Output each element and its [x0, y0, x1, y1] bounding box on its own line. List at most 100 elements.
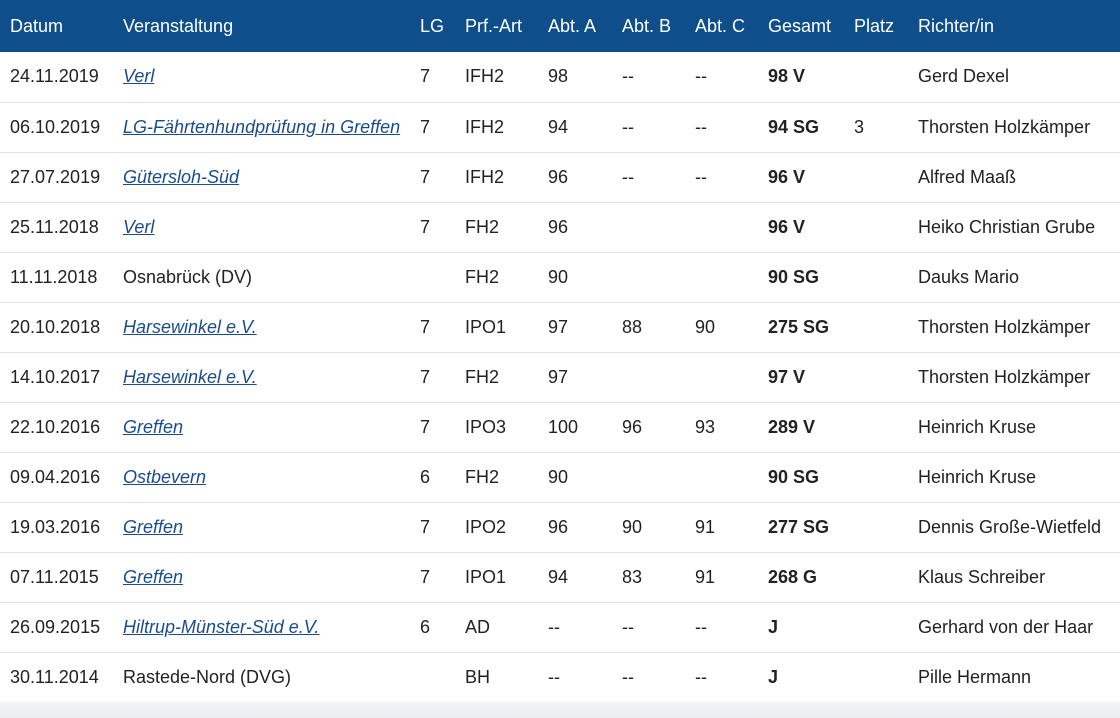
cell-richter: Dauks Mario [918, 252, 1120, 303]
cell-prf-art: IFH2 [465, 102, 548, 153]
cell-prf-art: FH2 [465, 352, 548, 403]
cell-platz: 3 [854, 102, 918, 153]
cell-datum: 26.09.2015 [0, 602, 123, 653]
cell-gesamt: 98 V [768, 52, 854, 103]
event-link[interactable]: Verl [123, 66, 155, 87]
header-gesamt[interactable]: Gesamt [768, 15, 832, 36]
cell-abt-c [695, 452, 768, 503]
cell-platz [854, 402, 918, 453]
cell-gesamt: 97 V [768, 352, 854, 403]
cell-abt-a: 96 [548, 502, 622, 553]
cell-abt-a: 96 [548, 152, 622, 203]
table-row: 25.11.2018 Verl 7 FH2 96 96 V Heiko Christian … [0, 202, 1120, 253]
cell-lg: 7 [420, 352, 465, 403]
cell-veranstaltung: Osnabrück (DV) [123, 252, 420, 303]
table-row: 07.11.2015 Greffen 7 IPO1 94 83 91 268 G Klaus S… [0, 552, 1120, 603]
cell-prf-art: IPO1 [465, 552, 548, 603]
event-link[interactable]: LG-Fährtenhundprüfung in Greffen [123, 116, 401, 137]
event-link[interactable]: Gütersloh-Süd [123, 166, 240, 187]
cell-platz [854, 502, 918, 553]
cell-richter: Alfred Maaß [918, 152, 1120, 203]
cell-veranstaltung: Harsewinkel e.V. [123, 352, 420, 403]
table-row: 27.07.2019 Gütersloh-Süd 7 IFH2 96 -- -- 96 V Al… [0, 152, 1120, 203]
cell-gesamt: 277 SG [768, 502, 854, 553]
event-link[interactable]: Harsewinkel e.V. [123, 366, 257, 387]
event-link[interactable]: Hiltrup-Münster-Süd e.V. [123, 616, 320, 637]
cell-lg: 7 [420, 302, 465, 353]
cell-abt-a: -- [548, 602, 622, 653]
cell-gesamt: 96 V [768, 152, 854, 203]
cell-lg: 7 [420, 52, 465, 103]
cell-abt-b: 96 [622, 402, 695, 453]
header-abt-b[interactable]: Abt. B [622, 15, 672, 36]
table-row: 24.11.2019 Verl 7 IFH2 98 -- -- 98 V Gerd Dexel [0, 52, 1120, 103]
cell-abt-b: 90 [622, 502, 695, 553]
header-abt-a[interactable]: Abt. A [548, 15, 597, 36]
cell-gesamt: J [768, 602, 854, 653]
cell-abt-c: -- [695, 52, 768, 103]
cell-abt-a: 97 [548, 352, 622, 403]
event-link[interactable]: Ostbevern [123, 466, 207, 487]
cell-veranstaltung: Verl [123, 52, 420, 103]
header-prf-art[interactable]: Prf.-Art [465, 15, 522, 36]
table-row: 30.11.2014 Rastede-Nord (DVG) BH -- -- -- J Pil… [0, 652, 1120, 703]
header-platz[interactable]: Platz [854, 15, 895, 36]
cell-lg: 7 [420, 402, 465, 453]
cell-datum: 14.10.2017 [0, 352, 123, 403]
cell-prf-art: FH2 [465, 202, 548, 253]
cell-abt-c: 93 [695, 402, 768, 453]
cell-abt-b: -- [622, 652, 695, 703]
header-richter[interactable]: Richter/in [918, 15, 995, 36]
cell-richter: Gerhard von der Haar [918, 602, 1120, 653]
event-link[interactable]: Greffen [123, 416, 184, 437]
cell-richter: Heiko Christian Grube [918, 202, 1120, 253]
cell-abt-c: 90 [695, 302, 768, 353]
cell-datum: 11.11.2018 [0, 252, 123, 303]
cell-abt-a: 94 [548, 552, 622, 603]
cell-platz [854, 452, 918, 503]
cell-datum: 19.03.2016 [0, 502, 123, 553]
cell-datum: 09.04.2016 [0, 452, 123, 503]
page-bottom-edge [0, 702, 1120, 718]
table-body: 24.11.2019 Verl 7 IFH2 98 -- -- 98 V Gerd Dexel 0… [0, 52, 1120, 703]
table-row: 09.04.2016 Ostbevern 6 FH2 90 90 SG Heinrich K… [0, 452, 1120, 503]
cell-richter: Gerd Dexel [918, 52, 1120, 103]
cell-abt-a: 97 [548, 302, 622, 353]
cell-richter: Thorsten Holzkämper [918, 302, 1120, 353]
header-datum[interactable]: Datum [10, 15, 64, 36]
table-row: 22.10.2016 Greffen 7 IPO3 100 96 93 289 V Heinri… [0, 402, 1120, 453]
cell-prf-art: BH [465, 652, 548, 703]
event-link[interactable]: Harsewinkel e.V. [123, 316, 257, 337]
cell-abt-b [622, 202, 695, 253]
cell-lg: 7 [420, 152, 465, 203]
cell-platz [854, 652, 918, 703]
cell-platz [854, 52, 918, 103]
header-abt-c[interactable]: Abt. C [695, 15, 746, 36]
cell-abt-b: 83 [622, 552, 695, 603]
event-link[interactable]: Greffen [123, 566, 184, 587]
cell-abt-a: 96 [548, 202, 622, 253]
cell-lg: 7 [420, 552, 465, 603]
cell-abt-c [695, 252, 768, 303]
cell-veranstaltung: Greffen [123, 502, 420, 553]
cell-lg: 7 [420, 502, 465, 553]
table-row: 20.10.2018 Harsewinkel e.V. 7 IPO1 97 88 90 275… [0, 302, 1120, 353]
cell-abt-b: -- [622, 102, 695, 153]
cell-abt-a: 94 [548, 102, 622, 153]
cell-platz [854, 602, 918, 653]
header-veranstaltung[interactable]: Veranstaltung [123, 15, 234, 36]
cell-abt-b: -- [622, 52, 695, 103]
cell-platz [854, 552, 918, 603]
cell-prf-art: AD [465, 602, 548, 653]
header-lg[interactable]: LG [420, 15, 445, 36]
event-link[interactable]: Greffen [123, 516, 184, 537]
table-row: 11.11.2018 Osnabrück (DV) FH2 90 90 SG Dauks … [0, 252, 1120, 303]
event-link[interactable]: Verl [123, 216, 155, 237]
cell-abt-a: -- [548, 652, 622, 703]
cell-abt-c: 91 [695, 552, 768, 603]
cell-abt-b [622, 252, 695, 303]
cell-veranstaltung: Hiltrup-Münster-Süd e.V. [123, 602, 420, 653]
cell-veranstaltung: Ostbevern [123, 452, 420, 503]
cell-platz [854, 352, 918, 403]
cell-gesamt: 94 SG [768, 102, 854, 153]
